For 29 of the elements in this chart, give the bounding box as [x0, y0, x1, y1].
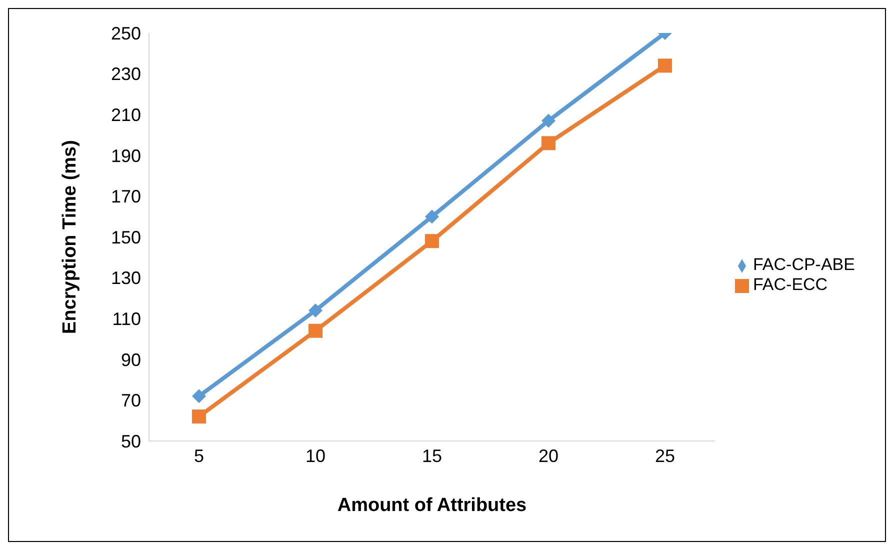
point: [424, 234, 439, 248]
y-axis-title: Encryption Time (ms): [60, 140, 81, 334]
y-tick-label: 210: [110, 104, 141, 125]
point: [192, 389, 206, 404]
x-axis-title: Amount of Attributes: [337, 495, 527, 516]
x-tick-label: 15: [422, 446, 442, 466]
point: [308, 303, 322, 318]
y-tick-label: 130: [110, 268, 141, 288]
y-tick-label: 190: [110, 146, 141, 166]
point: [541, 136, 556, 150]
y-tick-label: 170: [110, 186, 141, 207]
point: [658, 58, 672, 73]
y-tick-label: 250: [110, 23, 141, 44]
y-tick-label: 150: [110, 227, 141, 248]
point: [424, 210, 439, 224]
x-tick-label: 10: [305, 446, 326, 466]
legend-label: FAC-ECC: [752, 275, 828, 294]
point: [192, 410, 206, 424]
legend-label: FAC-CP-ABE: [752, 255, 855, 274]
y-tick-label: 230: [110, 64, 141, 84]
y-tick-label: 50: [120, 431, 141, 452]
x-tick-label: 5: [194, 446, 204, 466]
y-tick-label: 90: [120, 350, 141, 370]
y-tick-label: 110: [112, 308, 141, 329]
x-tick-label: 25: [654, 446, 675, 466]
point: [308, 324, 322, 338]
point: [541, 114, 556, 128]
y-tick-label: 70: [120, 390, 141, 411]
x-tick-label: 20: [538, 446, 558, 466]
